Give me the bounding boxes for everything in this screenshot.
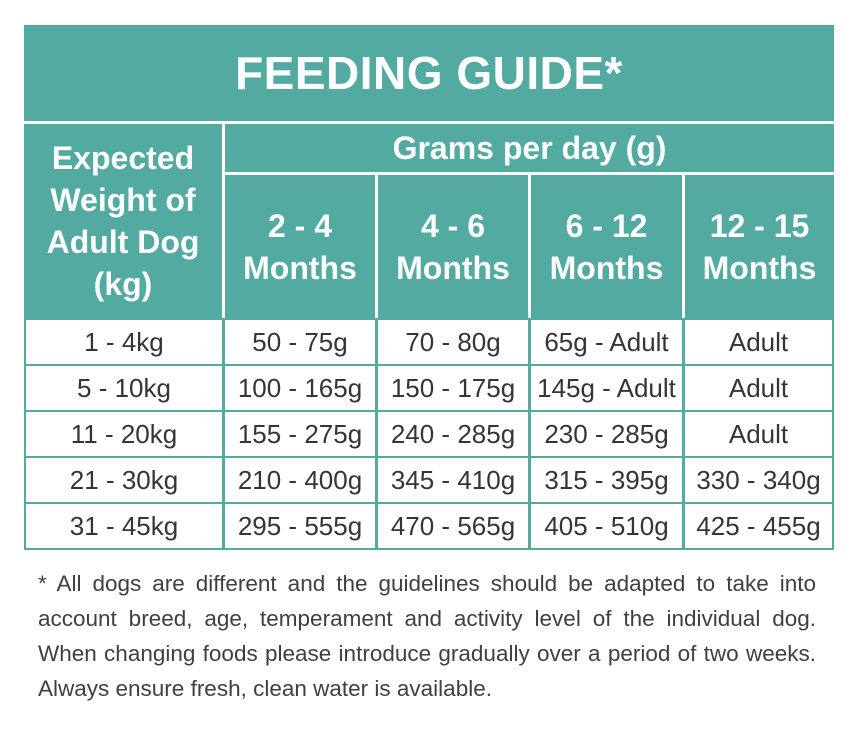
weight-cell: 21 - 30kg: [26, 458, 222, 502]
grams-cell-2-4-months: 210 - 400g: [225, 458, 375, 502]
weight-cell: 11 - 20kg: [26, 412, 222, 456]
age-range: 12 - 15: [709, 207, 810, 244]
age-range: 6 - 12: [565, 207, 648, 244]
grams-cell-4-6-months: 470 - 565g: [378, 504, 528, 548]
weight-cell: 1 - 4kg: [26, 320, 222, 364]
age-unit: Months: [243, 249, 357, 286]
grams-cell-4-6-months: 345 - 410g: [378, 458, 528, 502]
grams-cell-6-12-months: 230 - 285g: [531, 412, 682, 456]
grams-cell-4-6-months: 240 - 285g: [378, 412, 528, 456]
grams-cell-6-12-months: 315 - 395g: [531, 458, 682, 502]
table-body: 1 - 4kg 50 - 75g 70 - 80g 65g - Adult Ad…: [24, 318, 834, 550]
weight-column-header: Expected Weight of Adult Dog (kg): [24, 124, 222, 318]
feeding-guide-table: FEEDING GUIDE* Expected Weight of Adult …: [24, 25, 834, 550]
grams-cell-2-4-months: 50 - 75g: [225, 320, 375, 364]
grams-cell-2-4-months: 100 - 165g: [225, 366, 375, 410]
age-unit: Months: [702, 249, 817, 286]
footnote: * All dogs are different and the guideli…: [38, 571, 816, 701]
table-header: Expected Weight of Adult Dog (kg) Grams …: [24, 124, 834, 318]
weight-cell: 31 - 45kg: [26, 504, 222, 548]
grams-cell-12-15-months: 330 - 340g: [685, 458, 832, 502]
age-range: 2 - 4: [267, 207, 333, 244]
grams-cell-6-12-months: 145g - Adult: [531, 366, 682, 410]
age-range: 4 - 6: [420, 207, 486, 244]
age-unit: Months: [549, 249, 664, 286]
age-unit: Months: [396, 249, 510, 286]
grams-cell-2-4-months: 155 - 275g: [225, 412, 375, 456]
grams-cell-12-15-months: Adult: [685, 366, 832, 410]
grams-cell-12-15-months: 425 - 455g: [685, 504, 832, 548]
age-column-header-4-6-months: 4 - 6 Months: [378, 175, 528, 318]
grams-cell-12-15-months: Adult: [685, 412, 832, 456]
grams-cell-2-4-months: 295 - 555g: [225, 504, 375, 548]
grams-per-day-header: Grams per day (g): [225, 124, 834, 172]
grams-cell-6-12-months: 405 - 510g: [531, 504, 682, 548]
weight-column-header-label: Expected Weight of Adult Dog (kg): [46, 140, 200, 302]
grams-cell-12-15-months: Adult: [685, 320, 832, 364]
age-column-header-6-12-months: 6 - 12 Months: [531, 175, 682, 318]
weight-cell: 5 - 10kg: [26, 366, 222, 410]
age-column-header-2-4-months: 2 - 4 Months: [225, 175, 375, 318]
feeding-guide-title: FEEDING GUIDE*: [24, 25, 834, 121]
grams-cell-4-6-months: 150 - 175g: [378, 366, 528, 410]
grams-cell-6-12-months: 65g - Adult: [531, 320, 682, 364]
grams-cell-4-6-months: 70 - 80g: [378, 320, 528, 364]
age-column-header-12-15-months: 12 - 15 Months: [685, 175, 834, 318]
